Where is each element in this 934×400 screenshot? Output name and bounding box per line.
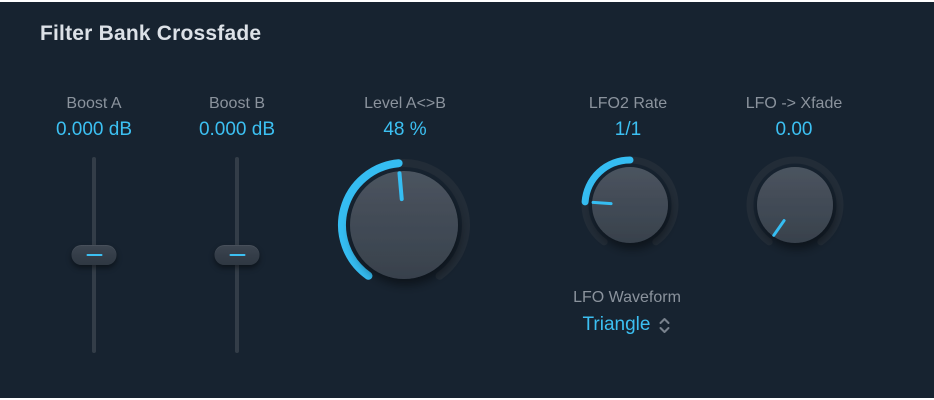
lfo-xfade-knob[interactable]: [743, 153, 847, 257]
lfo2-rate-knob[interactable]: [578, 153, 682, 257]
boost-b-value[interactable]: 0.000 dB: [198, 119, 276, 140]
slider-thumb-dash: [229, 254, 245, 256]
level-ab-value[interactable]: 48 %: [383, 119, 427, 140]
lfo-waveform-popup[interactable]: Triangle: [547, 312, 707, 338]
boost-b-slider-thumb[interactable]: [214, 245, 260, 265]
bottom-hairline: [0, 398, 934, 400]
top-hairline: [0, 0, 934, 2]
lfo-xfade-value[interactable]: 0.00: [775, 119, 813, 140]
level-ab-knob[interactable]: [334, 155, 474, 295]
boost-a-value[interactable]: 0.000 dB: [55, 119, 133, 140]
lfo-xfade-label: LFO -> Xfade: [745, 95, 843, 112]
lfo-waveform-value[interactable]: Triangle: [582, 314, 651, 335]
lfo2-rate-value[interactable]: 1/1: [614, 119, 642, 140]
boost-a-label: Boost A: [66, 95, 122, 112]
boost-b-label: Boost B: [208, 95, 266, 112]
slider-thumb-dash: [86, 254, 102, 256]
panel-title: Filter Bank Crossfade: [40, 22, 262, 45]
popup-chevrons-icon: [659, 317, 670, 333]
lfo-waveform-label: LFO Waveform: [573, 289, 681, 306]
boost-a-slider-thumb[interactable]: [71, 245, 117, 265]
boost-b-slider[interactable]: [214, 157, 260, 353]
boost-a-slider[interactable]: [71, 157, 117, 353]
lfo2-rate-label: LFO2 Rate: [588, 95, 668, 112]
level-ab-label: Level A<>B: [364, 95, 446, 112]
